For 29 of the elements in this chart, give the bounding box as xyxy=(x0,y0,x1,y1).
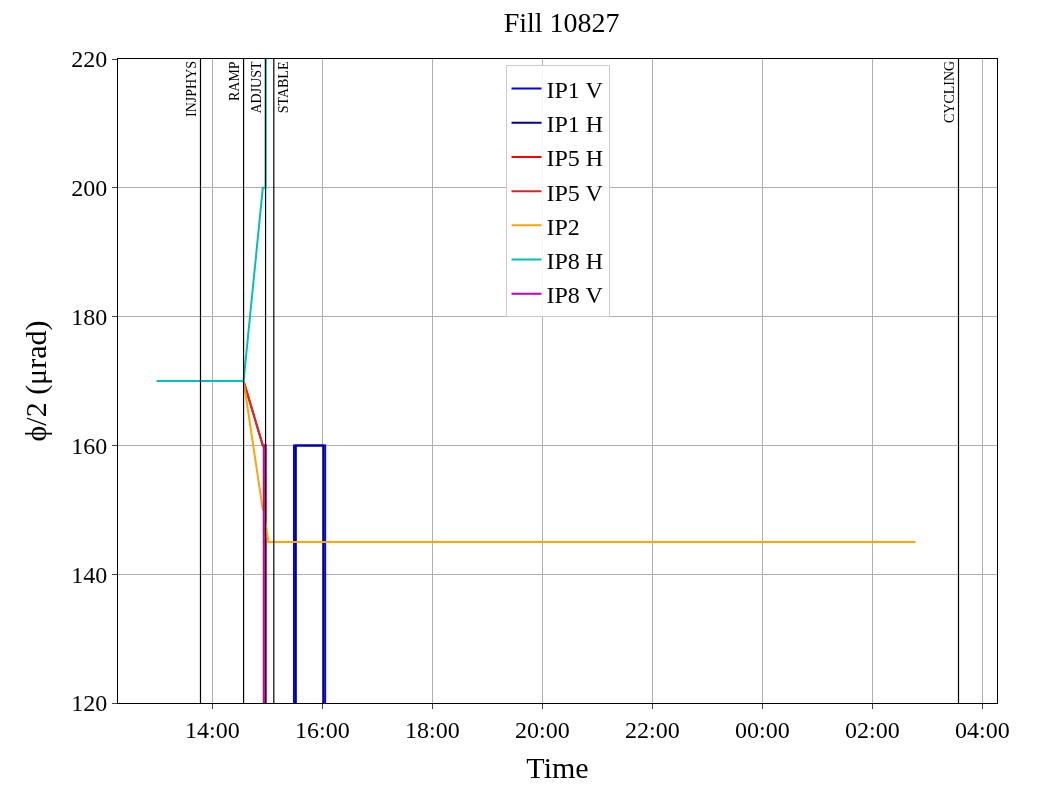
legend-label: IP5 H xyxy=(546,145,604,172)
x-tick-label: 16:00 xyxy=(295,716,350,743)
legend-label: IP2 xyxy=(546,213,580,240)
chart-title: Fill 10827 xyxy=(503,6,620,38)
ref-line-label: RAMP xyxy=(227,61,243,102)
y-tick-label: 140 xyxy=(71,561,108,588)
x-tick-label: 04:00 xyxy=(954,716,1010,743)
x-tick-label: 18:00 xyxy=(405,716,460,743)
ref-line-label: ADJUST xyxy=(248,61,264,114)
x-tick-label: 20:00 xyxy=(515,716,570,743)
x-tick-label: 00:00 xyxy=(735,716,790,743)
y-tick-label: 220 xyxy=(71,46,108,73)
x-tick-label: 14:00 xyxy=(185,716,240,743)
x-tick-label: 02:00 xyxy=(845,716,900,743)
ref-line-label: INJPHYS xyxy=(183,60,199,117)
legend-label: IP8 H xyxy=(546,247,604,274)
x-tick-label: 22:00 xyxy=(625,716,680,743)
y-tick-label: 160 xyxy=(71,432,108,459)
legend-label: IP8 V xyxy=(546,282,604,309)
legend-label: IP1 V xyxy=(546,76,604,103)
ref-line-label: CYCLING xyxy=(942,60,957,123)
ref-line-label: STABLE xyxy=(276,61,292,114)
legend-label: IP1 H xyxy=(546,111,604,138)
y-tick-label: 180 xyxy=(71,304,108,330)
y-tick-label: 200 xyxy=(71,175,108,202)
y-tick-label: 120 xyxy=(71,690,108,717)
y-axis-title: ϕ/2 (μrad) xyxy=(19,320,54,442)
legend-label: IP5 V xyxy=(546,179,604,206)
x-axis-title: Time xyxy=(526,751,589,785)
